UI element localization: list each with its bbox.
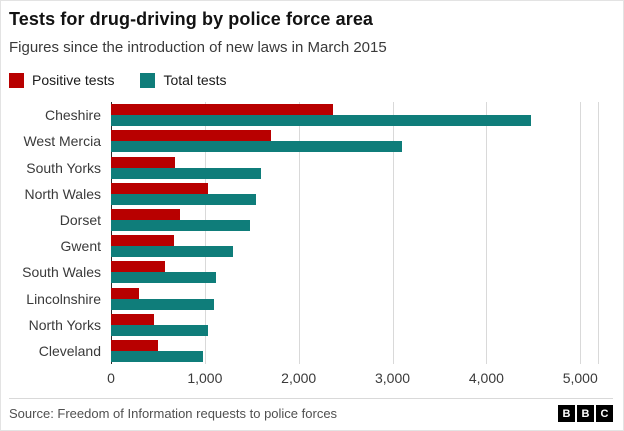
bar-total-tests xyxy=(111,141,402,153)
bar-positive-tests xyxy=(111,208,181,220)
category-label: South Yorks xyxy=(26,159,101,176)
bar-group xyxy=(111,104,599,127)
chart-row: South Yorks xyxy=(9,154,613,180)
bar-group xyxy=(111,287,599,310)
footer-divider xyxy=(9,398,613,399)
bar-total-tests xyxy=(111,246,233,258)
chart-footer: Source: Freedom of Information requests … xyxy=(9,405,613,422)
category-label: Cleveland xyxy=(38,342,101,359)
bar-positive-tests xyxy=(111,130,271,142)
total-swatch-icon xyxy=(140,72,156,88)
bar-total-tests xyxy=(111,272,217,284)
category-label: West Mercia xyxy=(23,133,101,150)
chart-row: Gwent xyxy=(9,233,613,259)
bar-group xyxy=(111,339,599,362)
chart-row: North Wales xyxy=(9,181,613,207)
category-label: South Wales xyxy=(22,264,101,281)
bar-positive-tests xyxy=(111,287,140,299)
bar-group xyxy=(111,156,599,179)
chart-row: North Yorks xyxy=(9,312,613,338)
gridline xyxy=(486,102,488,364)
bar-total-tests xyxy=(111,350,203,362)
bar-total-tests xyxy=(111,167,262,179)
chart-row: Dorset xyxy=(9,207,613,233)
x-tick-label: 3,000 xyxy=(375,370,411,386)
plot-right-edge xyxy=(598,102,599,364)
category-label: Gwent xyxy=(60,238,101,255)
bar-group xyxy=(111,313,599,336)
bar-group xyxy=(111,208,599,231)
legend-item-positive: Positive tests xyxy=(9,72,114,88)
bar-positive-tests xyxy=(111,339,158,351)
legend-label: Positive tests xyxy=(32,72,115,88)
category-label: North Yorks xyxy=(28,316,101,333)
bbc-logo: B B C xyxy=(558,405,613,422)
bar-group xyxy=(111,182,599,205)
chart-legend: Positive tests Total tests xyxy=(9,72,613,88)
bar-positive-tests xyxy=(111,182,208,194)
chart-row: Lincolnshire xyxy=(9,285,613,311)
x-tick-label: 5,000 xyxy=(562,370,598,386)
gridline xyxy=(204,102,206,364)
bbc-logo-letter: C xyxy=(596,405,613,422)
bar-chart: Cheshire West Mercia South Yorks North Wale… xyxy=(9,102,613,364)
bbc-logo-letter: B xyxy=(577,405,594,422)
legend-item-total: Total tests xyxy=(140,72,227,88)
source-text: Source: Freedom of Information requests … xyxy=(9,406,338,421)
bar-positive-tests xyxy=(111,313,155,325)
bar-group xyxy=(111,261,599,284)
category-label: Dorset xyxy=(59,211,101,228)
chart-row: West Mercia xyxy=(9,128,613,154)
positive-swatch-icon xyxy=(9,72,24,88)
bar-total-tests xyxy=(111,298,215,310)
category-label: Cheshire xyxy=(44,107,101,124)
bar-positive-tests xyxy=(111,235,174,247)
chart-row: Cleveland xyxy=(9,338,613,364)
chart-row: Cheshire xyxy=(9,102,613,128)
grid-layer xyxy=(111,102,599,364)
bar-total-tests xyxy=(111,324,208,336)
y-axis-line xyxy=(111,102,112,364)
bar-total-tests xyxy=(111,193,256,205)
gridline xyxy=(298,102,300,364)
chart-row: South Wales xyxy=(9,259,613,285)
bar-total-tests xyxy=(111,219,250,231)
bar-group xyxy=(111,235,599,258)
page-title: Tests for drug-driving by police force a… xyxy=(9,9,374,29)
category-label: Lincolnshire xyxy=(26,290,101,307)
chart-subtitle: Figures since the introduction of new la… xyxy=(9,39,387,56)
bbc-logo-letter: B xyxy=(558,405,575,422)
bar-positive-tests xyxy=(111,261,165,273)
gridline xyxy=(580,102,582,364)
gridline xyxy=(392,102,394,364)
category-label: North Wales xyxy=(24,185,101,202)
bar-total-tests xyxy=(111,115,532,127)
x-tick-label: 1,000 xyxy=(187,370,223,386)
x-axis: 0 1,000 2,000 3,000 4,000 5,000 xyxy=(107,368,599,388)
x-tick-label: 4,000 xyxy=(468,370,504,386)
bar-positive-tests xyxy=(111,104,334,116)
x-tick-label: 0 xyxy=(107,370,115,386)
chart-rows: Cheshire West Mercia South Yorks North Wale… xyxy=(9,102,613,364)
x-tick-label: 2,000 xyxy=(281,370,317,386)
legend-label: Total tests xyxy=(163,72,227,88)
bar-positive-tests xyxy=(111,156,175,168)
bar-group xyxy=(111,130,599,153)
